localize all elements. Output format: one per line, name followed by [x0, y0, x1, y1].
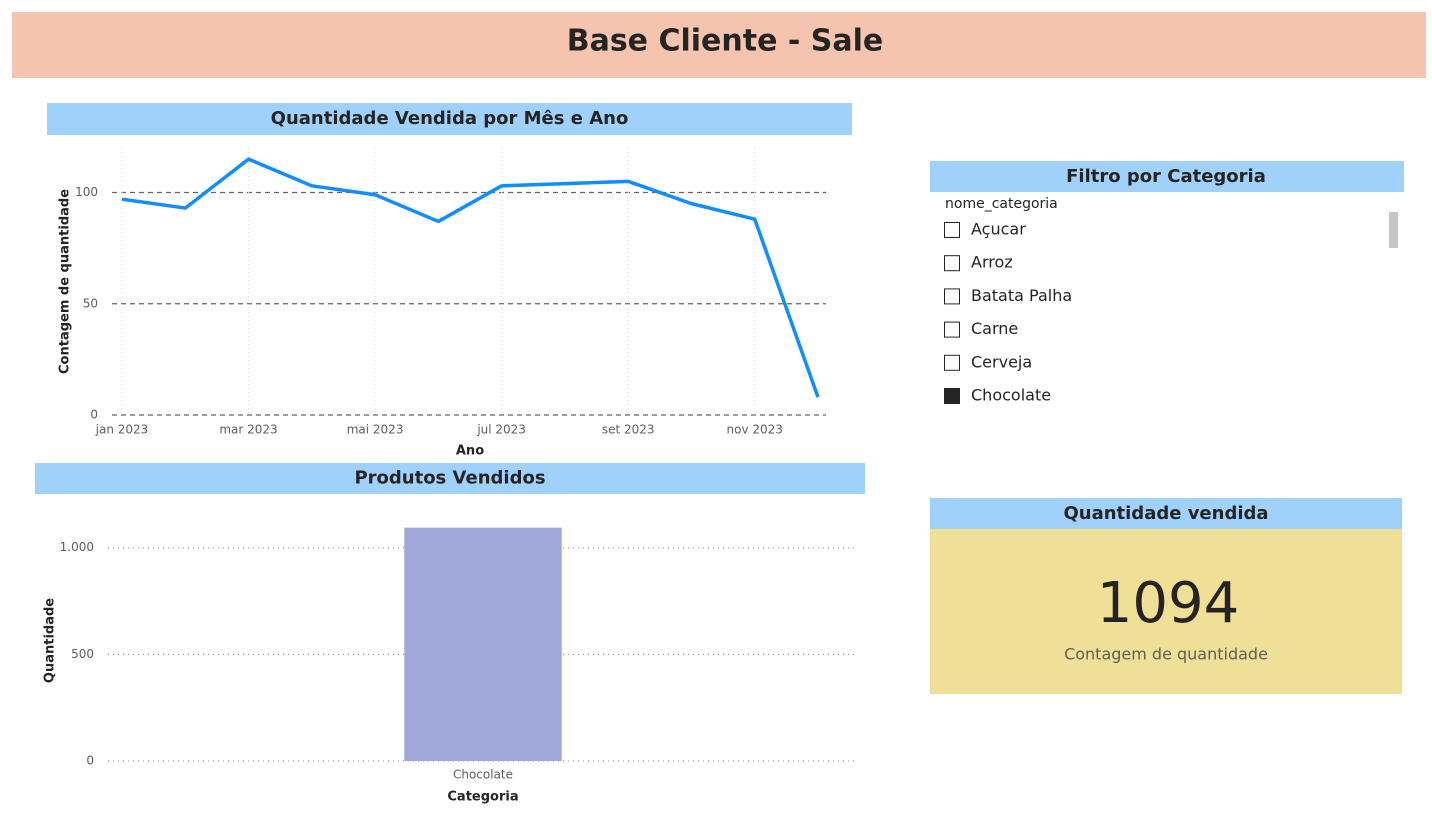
checkbox[interactable] [944, 222, 960, 238]
line-series [121, 157, 820, 398]
chart-title: Quantidade Vendida por Mês e Ano [271, 108, 629, 129]
slicer-field: nome_categoria [945, 196, 1058, 212]
checkbox[interactable] [944, 255, 960, 272]
y-tick-label: 0 [86, 754, 94, 768]
scrollbar[interactable] [1389, 212, 1398, 248]
x-tick-label: mai 2023 [347, 423, 404, 437]
slicer-title-bar [930, 161, 1404, 192]
x-axis-title: Ano [456, 444, 484, 459]
chart-title: Produtos Vendidos [354, 468, 545, 489]
slicer-item[interactable]: Cerveja [971, 352, 1032, 371]
chart-title-bar [35, 463, 865, 494]
card-title: Quantidade vendida [1063, 503, 1268, 524]
slicer-item[interactable]: Carne [971, 319, 1018, 338]
x-tick-label: Chocolate [453, 768, 513, 782]
x-tick-label: jul 2023 [476, 423, 526, 437]
slicer-item[interactable]: Batata Palha [971, 286, 1072, 305]
checkbox[interactable] [944, 388, 960, 404]
bar [404, 527, 562, 761]
checkbox[interactable] [944, 321, 960, 338]
card-box [930, 529, 1402, 694]
card-value: 1094 [1097, 571, 1240, 636]
x-tick-label: jan 2023 [95, 423, 149, 437]
x-axis-title: Categoria [447, 790, 518, 805]
slicer-item[interactable]: Chocolate [971, 386, 1051, 405]
y-tick-label: 50 [83, 296, 98, 310]
checkbox[interactable] [944, 288, 960, 305]
slicer-title: Filtro por Categoria [1066, 166, 1266, 187]
checkbox[interactable] [944, 354, 960, 371]
x-tick-label: mar 2023 [219, 423, 277, 437]
page-title: Base Cliente - Sale [567, 24, 884, 59]
x-tick-label: set 2023 [602, 423, 655, 437]
y-tick-label: 100 [75, 185, 98, 199]
slicer-item[interactable]: Arroz [971, 253, 1013, 272]
chart-title-bar [47, 103, 852, 135]
y-axis-title: Contagem de quantidade [58, 189, 73, 374]
y-tick-label: 1.000 [60, 540, 94, 554]
slicer-item[interactable]: Açucar [971, 220, 1026, 239]
x-tick-label: nov 2023 [727, 423, 783, 437]
card-title-bar [930, 498, 1402, 529]
card-label: Contagem de quantidade [1064, 645, 1268, 664]
header-band [12, 12, 1426, 78]
y-tick-label: 0 [90, 408, 98, 422]
y-axis-title: Quantidade [43, 598, 58, 683]
y-tick-label: 500 [71, 647, 94, 661]
